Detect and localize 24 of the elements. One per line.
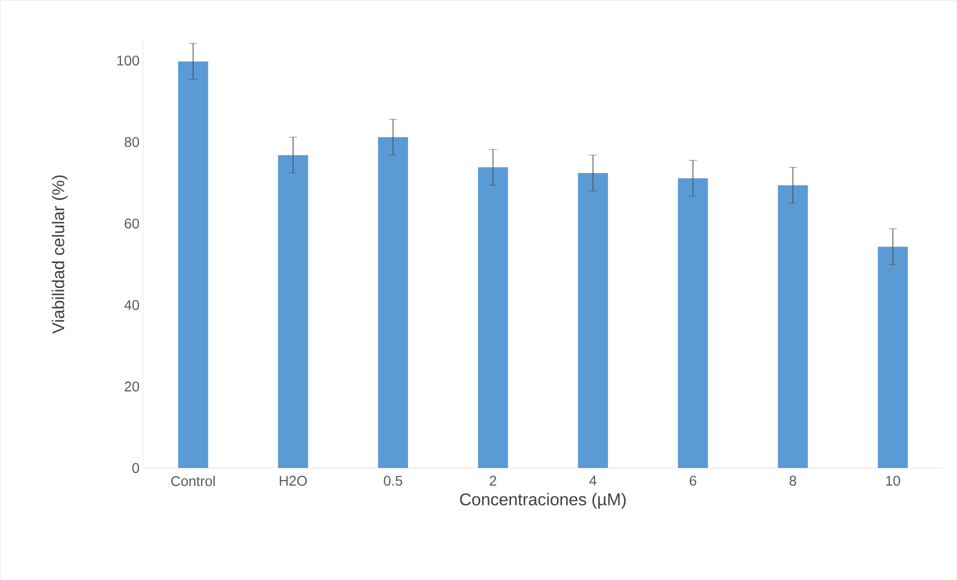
y-tick-label: 60 [124, 218, 140, 228]
x-tick-label: H2O [280, 476, 307, 486]
bar [378, 137, 408, 468]
y-tick-label: 40 [124, 300, 140, 310]
bar [778, 185, 808, 468]
x-tick-label: 8 [790, 476, 796, 486]
y-tick-label: 20 [124, 381, 140, 392]
y-axis-title: Viabilidad celular (%) [52, 175, 68, 334]
y-tick-label: 80 [124, 136, 140, 147]
x-tick-label: 0.5 [384, 476, 402, 486]
bar [278, 155, 308, 468]
y-tick-label: 100 [117, 56, 140, 66]
x-tick-label: Control [171, 476, 215, 486]
bar [878, 246, 908, 468]
x-tick-label: 2 [490, 476, 496, 486]
x-tick-label: 10 [886, 476, 900, 486]
bar [678, 178, 708, 468]
bar [478, 167, 508, 468]
bar [578, 172, 608, 468]
x-tick-label: 4 [589, 476, 596, 486]
bar [178, 61, 208, 468]
x-tick-label: 6 [690, 476, 696, 486]
x-axis-title: Concentraciones (µM) [460, 492, 626, 509]
y-tick-label: 0 [132, 462, 140, 473]
